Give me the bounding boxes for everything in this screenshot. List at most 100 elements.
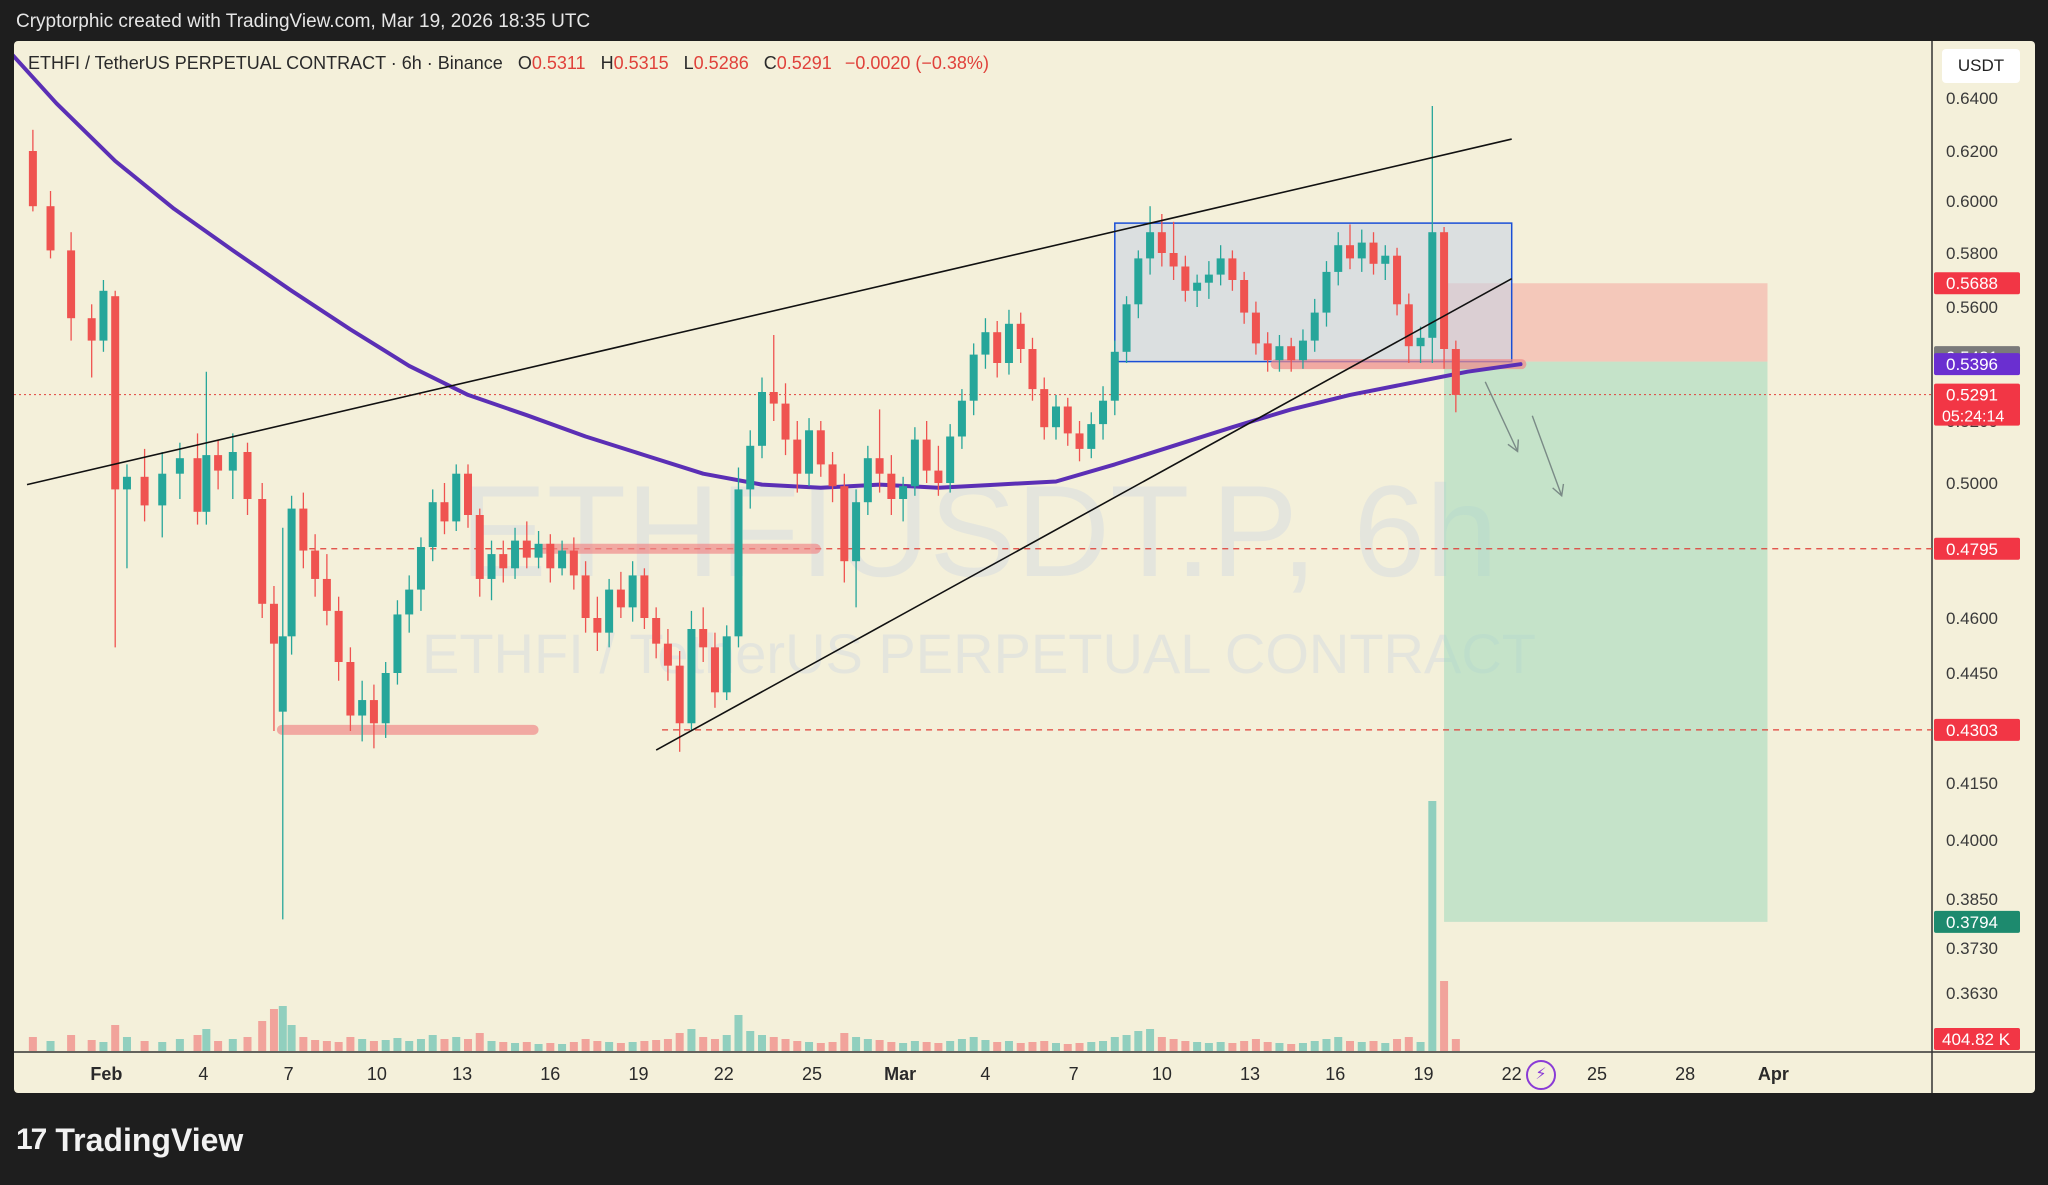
candle-down [875,458,884,474]
volume-bar [99,1042,108,1051]
volume-bar [534,1044,543,1051]
candle-down [828,464,837,487]
candle-up [734,489,743,637]
x-tick-label: 13 [1240,1064,1260,1084]
volume-bar [322,1041,331,1051]
y-tick-label: 0.6400 [1946,89,1998,108]
volume-bar [593,1041,602,1051]
volume-bar [87,1040,96,1051]
candle-down [111,296,120,490]
currency-button[interactable]: USDT [1942,49,2020,83]
candle-up [899,486,908,499]
volume-bar [67,1035,76,1051]
candle-up [910,439,919,487]
candle-down [475,515,484,579]
volume-bar [1369,1041,1378,1051]
candle-down [652,618,661,644]
candle-down [67,250,76,319]
candle-up [969,354,978,401]
candle-up [1275,346,1284,361]
volume-bar [1416,1042,1425,1051]
volume-bar [202,1029,211,1051]
volume-bar [969,1037,978,1051]
x-tick-label: Apr [1758,1064,1789,1084]
chart-panel[interactable]: ETHFIUSDT.P, 6h ETHFI / TetherUS PERPETUA… [14,41,2035,1093]
volume-bar [1357,1042,1366,1051]
support-resistance-zone [1270,359,1527,370]
volume-bar [1404,1037,1413,1051]
volume-bar [1028,1042,1037,1051]
volume-bar [369,1041,378,1051]
candle-up [1357,242,1366,259]
candle-down [1075,433,1084,449]
volume-bar [299,1037,308,1051]
candle-up [981,332,990,355]
candle-up [1216,258,1225,275]
candle-up [558,550,567,569]
volume-bar [487,1041,496,1051]
candle-up [358,700,367,716]
candle-up [1310,312,1319,341]
candle-down [1181,266,1190,291]
volume-bar [828,1042,837,1051]
lightning-icon[interactable]: ⚡ [1526,1060,1556,1090]
candle-down [581,575,590,618]
price-axis-badge [1934,272,2020,295]
volume-bar [499,1042,508,1051]
candle-down [993,332,1002,363]
volume-bar [1134,1031,1143,1051]
volume-bar [1016,1043,1025,1051]
volume-bar [640,1041,649,1051]
candle-up [416,547,425,590]
candle-down [1240,280,1249,313]
candle-down [663,643,672,666]
volume-bar [452,1037,461,1051]
legend-high-label: H [600,53,614,73]
candle-up [852,502,861,562]
volume-bar [243,1037,252,1051]
volume-bar [511,1043,520,1051]
volume-bar [1310,1041,1319,1051]
candle-up [122,476,131,490]
take-profit-zone [1444,361,1768,922]
candle-up [202,455,211,512]
candle-down [1451,349,1460,395]
watermark-description: ETHFI / TetherUS PERPETUAL CONTRACT [422,622,1536,685]
candle-down [1263,343,1272,361]
candle-up [1134,258,1143,305]
candle-up [228,452,237,471]
volume-bar [1322,1039,1331,1051]
volume-bar [1004,1041,1013,1051]
candle-down [369,700,378,724]
y-tick-label: 0.6000 [1946,192,1998,211]
volume-bar [734,1015,743,1051]
volume-bar [628,1042,637,1051]
watermark-symbol: ETHFIUSDT.P, 6h [460,458,1498,604]
legend-change: −0.0020 (−0.38%) [844,53,989,73]
volume-bar [1122,1035,1131,1051]
price-axis-badge [1934,383,2020,426]
candle-up [393,614,402,673]
price-axis-badge [1934,353,2020,376]
volume-bar [1075,1043,1084,1051]
volume-bar [28,1037,37,1051]
x-tick-label: 16 [540,1064,560,1084]
candle-up [722,636,731,693]
candle-up [805,430,814,474]
volume-bar [1275,1043,1284,1051]
chart-caption: Cryptorphic created with TradingView.com… [16,11,591,32]
volume-bar [1251,1039,1260,1051]
candle-down [675,665,684,724]
candle-down [1440,232,1449,349]
volume-bar [581,1039,590,1051]
volume-bar [722,1035,731,1051]
candle-up [1322,271,1331,313]
x-tick-label: 28 [1675,1064,1695,1084]
legend-low-value: 0.5286 [693,53,749,73]
candle-up [957,400,966,437]
tradingview-brand[interactable]: 17 TradingView [16,1118,243,1162]
candle-down [1169,253,1178,267]
volume-bar [746,1031,755,1051]
volume-bar [852,1037,861,1051]
candlestick-chart[interactable]: ETHFIUSDT.P, 6h ETHFI / TetherUS PERPETUA… [14,41,2035,1093]
